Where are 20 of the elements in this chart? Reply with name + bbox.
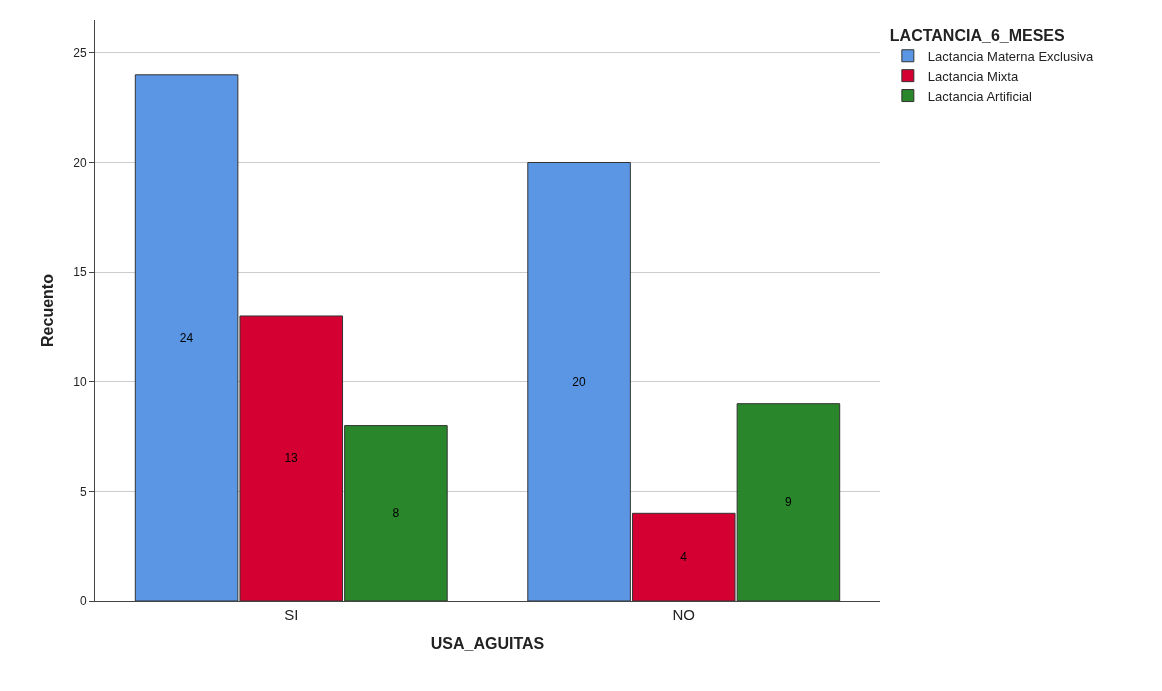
legend-title: LACTANCIA_6_MESES xyxy=(889,26,1066,44)
y-tick-label: 0 xyxy=(79,594,87,609)
y-tick-label: 20 xyxy=(73,155,87,170)
legend-label: Lactancia Artificial xyxy=(927,88,1033,104)
y-tick-label: 25 xyxy=(73,46,87,61)
legend-label: Lactancia Mixta xyxy=(927,68,1019,84)
data-label: 9 xyxy=(784,495,792,510)
data-label: 8 xyxy=(392,506,400,521)
data-label: 24 xyxy=(179,330,194,345)
y-tick-label: 10 xyxy=(73,374,87,389)
x-axis-title: USA_AGUITAS xyxy=(430,634,545,652)
y-tick-label: 5 xyxy=(79,484,87,499)
x-tick-label: NO xyxy=(672,606,695,623)
legend-label: Lactancia Materna Exclusiva xyxy=(927,48,1095,64)
data-label: 4 xyxy=(680,550,688,565)
y-tick-label: 15 xyxy=(73,265,87,280)
x-tick-label: SI xyxy=(284,606,299,623)
y-axis-title: Recuento xyxy=(39,273,57,347)
data-label: 20 xyxy=(572,374,586,389)
data-label: 13 xyxy=(284,451,299,466)
